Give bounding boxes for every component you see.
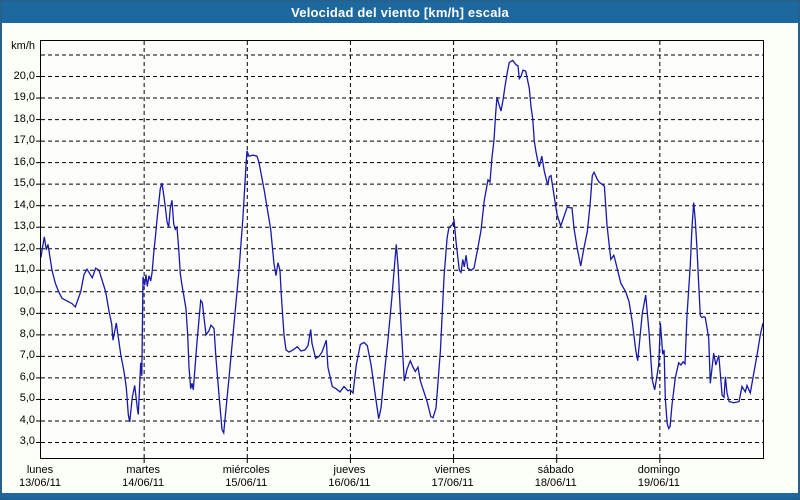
wind-speed-line-chart <box>36 41 764 463</box>
day-date: 13/06/11 <box>18 477 62 489</box>
y-tick-label: 4,0 <box>19 413 35 426</box>
y-tick-label: 3,0 <box>19 435 35 448</box>
y-tick-label: 13,0 <box>13 220 35 233</box>
day-name: jueves <box>333 464 366 476</box>
y-tick-label: 10,0 <box>13 284 35 297</box>
chart-title: Velocidad del viento [km/h] escala <box>291 5 509 20</box>
x-day-label: lunes 13/06/11 <box>19 464 61 490</box>
y-tick-label: 20,0 <box>13 69 35 82</box>
day-name: domingo <box>637 464 680 476</box>
day-date: 14/06/11 <box>122 477 165 489</box>
y-tick-label: 12,0 <box>13 241 35 254</box>
title-bar: Velocidad del viento [km/h] escala <box>2 2 798 23</box>
x-day-label: sábado 18/06/11 <box>535 464 577 490</box>
y-tick-label: 6,0 <box>19 370 35 383</box>
y-tick-label: 18,0 <box>13 112 35 125</box>
x-day-label: viernes 17/06/11 <box>432 464 474 490</box>
y-tick-label: 7,0 <box>19 349 35 362</box>
bottom-accent-bar <box>2 493 798 498</box>
day-name: viernes <box>434 464 471 476</box>
x-day-label: domingo 19/06/11 <box>638 464 680 490</box>
day-date: 18/06/11 <box>534 477 577 489</box>
y-tick-label: 16,0 <box>13 155 35 168</box>
y-tick-label: 19,0 <box>13 91 35 104</box>
x-day-label: jueves 16/06/11 <box>328 464 370 490</box>
day-name: sábado <box>537 464 574 476</box>
y-tick-label: 15,0 <box>13 177 35 190</box>
y-tick-label: 8,0 <box>19 327 35 340</box>
day-date: 17/06/11 <box>431 477 474 489</box>
x-day-label: martes 14/06/11 <box>122 464 164 490</box>
x-day-label: miércoles 15/06/11 <box>223 464 270 490</box>
day-name: martes <box>126 464 160 476</box>
plot-area <box>36 40 764 463</box>
day-date: 15/06/11 <box>225 477 268 489</box>
day-name: miércoles <box>222 464 270 476</box>
y-tick-label: 9,0 <box>19 306 35 319</box>
y-tick-label: 14,0 <box>13 198 35 211</box>
day-date: 16/06/11 <box>328 477 371 489</box>
chart-area: km/h 20,0 19,0 18,0 17,0 16,0 15,0 14,0 13,0 12,… <box>2 23 798 493</box>
y-tick-label: 17,0 <box>13 134 35 147</box>
y-tick-label: 5,0 <box>19 392 35 405</box>
wind-speed-series-line <box>40 59 764 436</box>
y-tick-label: 11,0 <box>14 263 35 276</box>
day-name: lunes <box>26 464 54 476</box>
y-axis-unit-label: km/h <box>11 40 35 52</box>
day-date: 19/06/11 <box>637 477 680 489</box>
